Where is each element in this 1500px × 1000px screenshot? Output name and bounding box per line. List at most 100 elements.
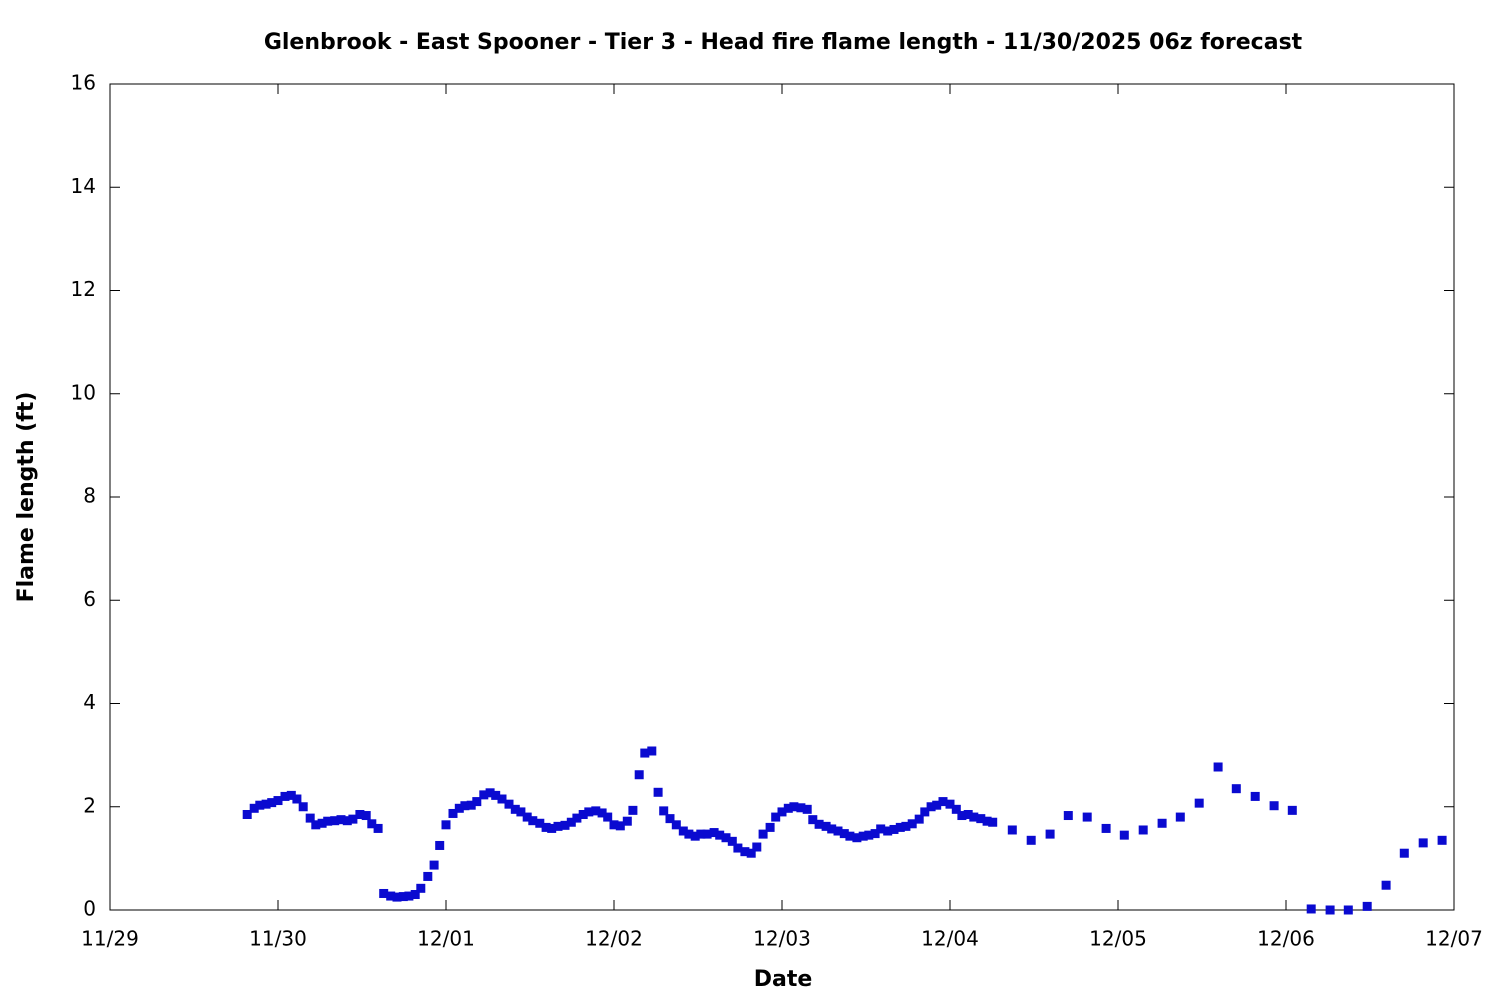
point xyxy=(864,830,874,840)
point xyxy=(1231,784,1241,794)
point xyxy=(833,826,843,836)
point xyxy=(466,800,476,810)
point xyxy=(808,815,818,825)
x-tick-label: 12/04 xyxy=(921,927,979,951)
point xyxy=(361,811,371,821)
point xyxy=(821,821,831,831)
point xyxy=(969,812,979,822)
point xyxy=(292,794,302,804)
point xyxy=(733,843,743,853)
point xyxy=(665,814,675,824)
point xyxy=(1269,801,1279,811)
point xyxy=(796,803,806,813)
point xyxy=(653,787,663,797)
point xyxy=(336,815,346,825)
point xyxy=(535,818,545,828)
point xyxy=(528,816,538,826)
point xyxy=(448,808,458,818)
point xyxy=(957,811,967,821)
point xyxy=(758,829,768,839)
point xyxy=(584,807,594,817)
point xyxy=(926,802,936,812)
point xyxy=(789,802,799,812)
point xyxy=(1157,818,1167,828)
point xyxy=(242,809,252,819)
point xyxy=(348,814,358,824)
point xyxy=(696,829,706,839)
x-tick-label: 12/07 xyxy=(1425,927,1483,951)
x-axis-label: Date xyxy=(754,967,813,992)
point xyxy=(752,842,762,852)
point xyxy=(783,803,793,813)
point xyxy=(1063,811,1073,821)
point xyxy=(597,808,607,818)
point xyxy=(305,813,315,823)
point xyxy=(932,800,942,810)
y-tick-label: 16 xyxy=(71,71,96,95)
point xyxy=(702,829,712,839)
point xyxy=(1250,791,1260,801)
y-tick-label: 14 xyxy=(71,174,96,198)
point xyxy=(684,829,694,839)
point xyxy=(423,871,433,881)
x-tick-label: 12/05 xyxy=(1089,927,1147,951)
point xyxy=(330,816,340,826)
point xyxy=(1194,798,1204,808)
point xyxy=(1007,825,1017,835)
point xyxy=(249,803,259,813)
point xyxy=(317,818,327,828)
point xyxy=(740,847,750,857)
point xyxy=(460,801,470,811)
point xyxy=(504,799,514,809)
point xyxy=(765,822,775,832)
point xyxy=(311,820,321,830)
point xyxy=(516,807,526,817)
point xyxy=(1306,904,1316,914)
point xyxy=(367,819,377,829)
point xyxy=(1418,838,1428,848)
point xyxy=(603,812,613,822)
point xyxy=(566,817,576,827)
point xyxy=(1213,762,1223,772)
point xyxy=(560,820,570,830)
point xyxy=(883,826,893,836)
point xyxy=(870,829,880,839)
point xyxy=(628,805,638,815)
point xyxy=(634,770,644,780)
y-tick-label: 0 xyxy=(83,897,96,921)
point xyxy=(435,840,445,850)
point xyxy=(839,829,849,839)
point xyxy=(1175,812,1185,822)
point xyxy=(323,816,333,826)
point xyxy=(721,833,731,843)
point xyxy=(485,788,495,798)
point xyxy=(671,820,681,830)
point xyxy=(1101,823,1111,833)
point xyxy=(1119,830,1129,840)
point xyxy=(678,826,688,836)
point xyxy=(938,797,948,807)
y-tick-label: 8 xyxy=(83,484,96,508)
point xyxy=(1287,805,1297,815)
y-tick-label: 4 xyxy=(83,690,96,714)
x-tick-label: 12/03 xyxy=(753,927,811,951)
point xyxy=(497,794,507,804)
point xyxy=(945,799,955,809)
point xyxy=(976,814,986,824)
point xyxy=(472,797,482,807)
point xyxy=(404,891,414,901)
point xyxy=(715,830,725,840)
point xyxy=(267,798,277,808)
point xyxy=(845,831,855,841)
point xyxy=(410,890,420,900)
point xyxy=(454,803,464,813)
point xyxy=(416,883,426,893)
point xyxy=(659,806,669,816)
point xyxy=(889,824,899,834)
point xyxy=(858,831,868,841)
point xyxy=(261,799,271,809)
point xyxy=(1325,905,1335,915)
point xyxy=(342,816,352,826)
